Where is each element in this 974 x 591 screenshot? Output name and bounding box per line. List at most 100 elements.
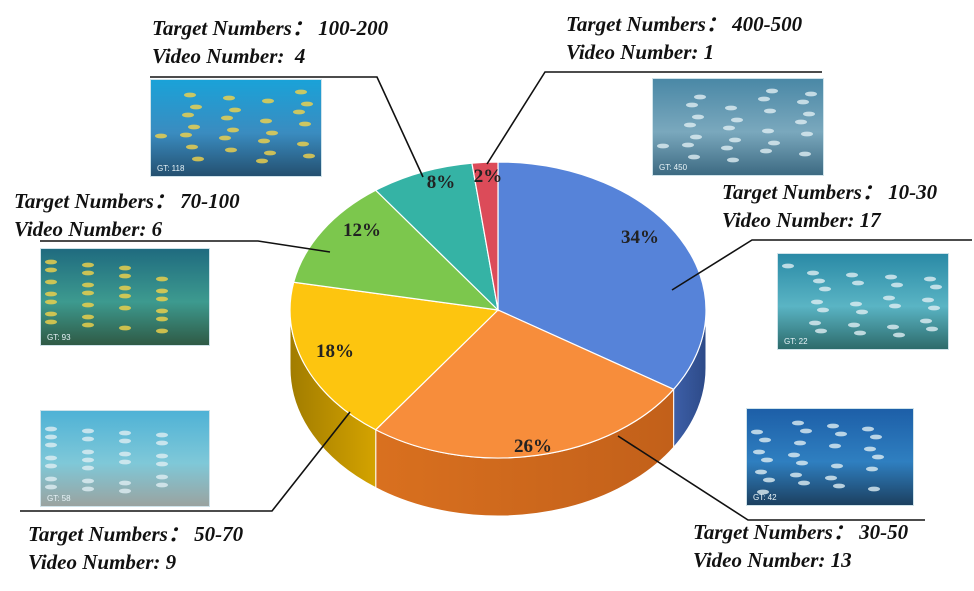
fish-mark [260,118,272,124]
fish-thumbnail-100-200: GT: 118 [150,79,322,177]
fish-mark [723,125,735,131]
fish-mark [926,326,938,332]
fish-mark [256,158,268,164]
leader-line-400-500 [486,71,822,165]
fish-mark [799,151,811,157]
fish-mark [82,322,94,328]
fish-mark [835,431,847,437]
callout-400-500: Target Numbers： 400-500 Video Number: 1 [566,10,802,66]
fish-mark [759,437,771,443]
fish-mark [757,489,769,495]
fish-mark [686,102,698,108]
leader-line-50-70 [20,411,351,512]
fish-mark [803,111,815,117]
fish-mark [862,426,874,432]
fish-mark [119,438,131,444]
fish-mark [82,428,94,434]
fish-mark [293,109,305,115]
target-numbers-label: Target Numbers： 30-50 [693,520,909,544]
fish-mark [763,477,775,483]
fish-mark [82,314,94,320]
fish-mark [45,299,57,305]
fish-mark [813,278,825,284]
fish-mark [760,148,772,154]
fish-mark [180,132,192,138]
fish-mark [727,157,739,163]
fish-mark [119,430,131,436]
fish-mark [758,96,770,102]
target-numbers-label: Target Numbers： 400-500 [566,12,803,36]
fish-mark [156,296,168,302]
fish-thumbnail-400-500: GT: 450 [652,78,824,176]
fish-mark [225,147,237,153]
fish-school-icon [751,420,884,495]
fish-thumbnail-10-30: GT: 22 [777,253,949,350]
fish-mark [223,95,235,101]
fish-mark [82,465,94,471]
fish-mark [868,486,880,492]
fish-mark [792,420,804,426]
fish-mark [119,488,131,494]
fish-mark [264,150,276,156]
fish-mark [303,153,315,159]
fish-mark [156,432,168,438]
leader-line-70-100 [40,240,331,253]
fish-mark [45,319,57,325]
fish-school-icon [155,89,315,164]
fish-mark [82,290,94,296]
thumbnail-gt-label: GT: 450 [659,163,688,172]
fish-mark [297,141,309,147]
fish-school-icon [657,88,817,163]
fish-mark [761,457,773,463]
fish-mark [82,436,94,442]
fish-mark [790,472,802,478]
fish-mark [846,272,858,278]
fish-mark [829,443,841,449]
fish-mark [852,280,864,286]
thumbnail-gt-label: GT: 22 [784,337,808,346]
slice-label-100-200: 8% [427,172,456,193]
slice-label-400-500: 2% [474,166,503,187]
fish-mark [119,285,131,291]
fish-mark [928,305,940,311]
fish-mark [825,475,837,481]
video-number-label: Video Number: 6 [14,217,163,241]
fish-mark [82,262,94,268]
fish-mark [45,455,57,461]
fish-mark [156,453,168,459]
fish-mark [119,305,131,311]
fish-mark [221,115,233,121]
leader-line-100-200 [150,76,424,178]
fish-school-icon [45,259,168,334]
fish-mark [119,325,131,331]
fish-mark [831,463,843,469]
fish-mark [155,133,167,139]
fish-mark [725,105,737,111]
fish-mark [45,426,57,432]
fish-mark [854,330,866,336]
fish-mark [796,460,808,466]
fish-mark [45,311,57,317]
fish-mark [922,297,934,303]
fish-mark [45,259,57,265]
slice-labels: 34% 26% 18% 12% 8% 2% [316,166,659,457]
fish-mark [801,131,813,137]
fish-mark [156,316,168,322]
fish-mark [192,156,204,162]
fish-mark [45,476,57,482]
target-numbers-label: Target Numbers： 70-100 [14,189,240,213]
fish-mark [45,267,57,273]
fish-mark [45,484,57,490]
callout-30-50: Target Numbers： 30-50 Video Number: 13 [693,518,908,574]
fish-mark [156,308,168,314]
fish-mark [766,88,778,94]
thumbnail-gt-label: GT: 42 [753,493,777,502]
fish-thumbnail-50-70: GT: 58 [40,410,210,507]
fish-mark [827,423,839,429]
slice-400-500 [471,161,499,311]
slice-50-70 [289,281,500,431]
fish-mark [156,276,168,282]
fish-mark [920,318,932,324]
fish-thumbnail-30-50: GT: 42 [746,408,914,506]
fish-mark [866,466,878,472]
